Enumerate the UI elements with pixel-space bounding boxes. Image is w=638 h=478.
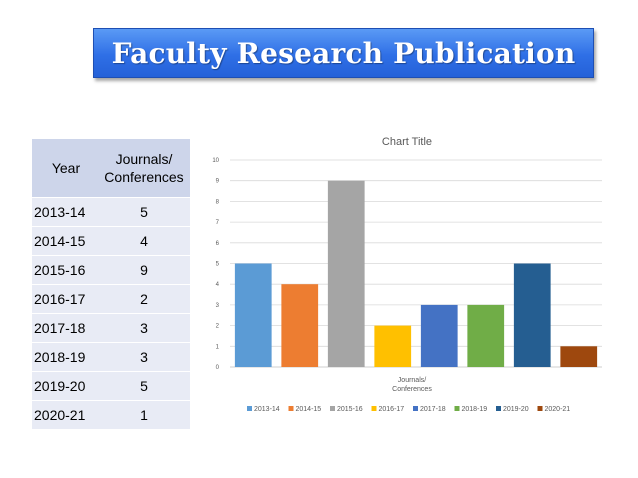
- publication-chart: Chart Title 0 1 2 3 4 5 6 7 8 9 10 Journals/ Confe…: [212, 136, 602, 413]
- year-cell: 2015-16: [32, 255, 98, 285]
- count-cell: 5: [98, 197, 190, 227]
- table-row: 2015-16 9: [32, 255, 190, 285]
- year-cell: 2019-20: [32, 371, 98, 401]
- table-row: 2017-18 3: [32, 313, 190, 343]
- page-title: Faculty Research Publication: [111, 36, 576, 70]
- legend-swatch: [413, 406, 418, 411]
- table-header-row: Year Journals/ Conferences: [32, 139, 190, 198]
- legend-label: 2016-17: [379, 406, 405, 413]
- bar-2016-17: [374, 325, 412, 367]
- year-cell: 2014-15: [32, 226, 98, 256]
- chart-bars: [234, 180, 598, 367]
- legend-label: 2020-21: [545, 406, 571, 413]
- legend-label: 2018-19: [462, 406, 488, 413]
- count-header: Journals/ Conferences: [98, 139, 190, 198]
- x-axis-title-line1: Journals/: [398, 377, 426, 384]
- bar-2017-18: [420, 304, 458, 367]
- year-cell: 2013-14: [32, 197, 98, 227]
- table-row: 2019-20 5: [32, 371, 190, 401]
- legend-label: 2017-18: [420, 406, 446, 413]
- count-cell: 5: [98, 371, 190, 401]
- year-header: Year: [32, 139, 98, 198]
- page-title-banner: Faculty Research Publication: [93, 28, 594, 78]
- y-tick-label: 1: [216, 344, 220, 350]
- y-tick-label: 4: [216, 282, 220, 288]
- legend-swatch: [454, 406, 460, 411]
- bar-2013-14: [234, 263, 272, 367]
- year-cell: 2016-17: [32, 284, 98, 314]
- count-header-line1: Journals/: [115, 151, 173, 167]
- count-cell: 1: [98, 400, 190, 430]
- table-row: 2016-17 2: [32, 284, 190, 314]
- bar-2019-20: [513, 263, 551, 367]
- legend-label: 2014-15: [296, 406, 322, 413]
- y-axis-ticks: 0 1 2 3 4 5 6 7 8 9 10: [212, 158, 219, 371]
- year-cell: 2020-21: [32, 400, 98, 430]
- y-tick-label: 0: [216, 365, 220, 371]
- legend-swatch: [537, 406, 543, 411]
- chart-title: Chart Title: [382, 136, 432, 148]
- legend-swatch: [288, 406, 294, 411]
- bar-2015-16: [327, 180, 365, 367]
- legend-label: 2015-16: [337, 406, 363, 413]
- y-tick-label: 8: [216, 199, 220, 205]
- table-row: 2014-15 4: [32, 226, 190, 256]
- y-tick-label: 9: [216, 179, 220, 185]
- legend-label: 2019-20: [503, 406, 529, 413]
- y-tick-label: 5: [216, 262, 220, 268]
- legend-swatch: [371, 406, 377, 411]
- count-cell: 4: [98, 226, 190, 256]
- count-cell: 3: [98, 342, 190, 372]
- legend-label: 2013-14: [254, 406, 280, 413]
- y-tick-label: 3: [216, 303, 220, 309]
- count-cell: 9: [98, 255, 190, 285]
- legend-swatch: [330, 406, 335, 411]
- y-tick-label: 2: [216, 324, 220, 330]
- x-axis-title-line2: Conferences: [392, 386, 432, 393]
- bar-2018-19: [467, 304, 505, 367]
- y-tick-label: 6: [216, 241, 220, 247]
- count-cell: 2: [98, 284, 190, 314]
- y-tick-label: 10: [212, 158, 219, 164]
- table-row: 2013-14 5: [32, 197, 190, 227]
- year-cell: 2017-18: [32, 313, 98, 343]
- table-row: 2020-21 1: [32, 400, 190, 430]
- bar-2020-21: [560, 346, 598, 367]
- legend-swatch: [247, 406, 252, 411]
- count-header-line2: Conferences: [104, 169, 184, 185]
- publication-table: Year Journals/ Conferences 2013-14 5 2014-…: [32, 139, 190, 430]
- chart-legend: 2013-14 2014-15 2015-16 2016-17 2017-18 2018-…: [247, 406, 570, 413]
- y-tick-label: 7: [216, 220, 220, 226]
- bar-2014-15: [281, 284, 319, 367]
- legend-swatch: [496, 406, 501, 411]
- table-row: 2018-19 3: [32, 342, 190, 372]
- year-cell: 2018-19: [32, 342, 98, 372]
- count-cell: 3: [98, 313, 190, 343]
